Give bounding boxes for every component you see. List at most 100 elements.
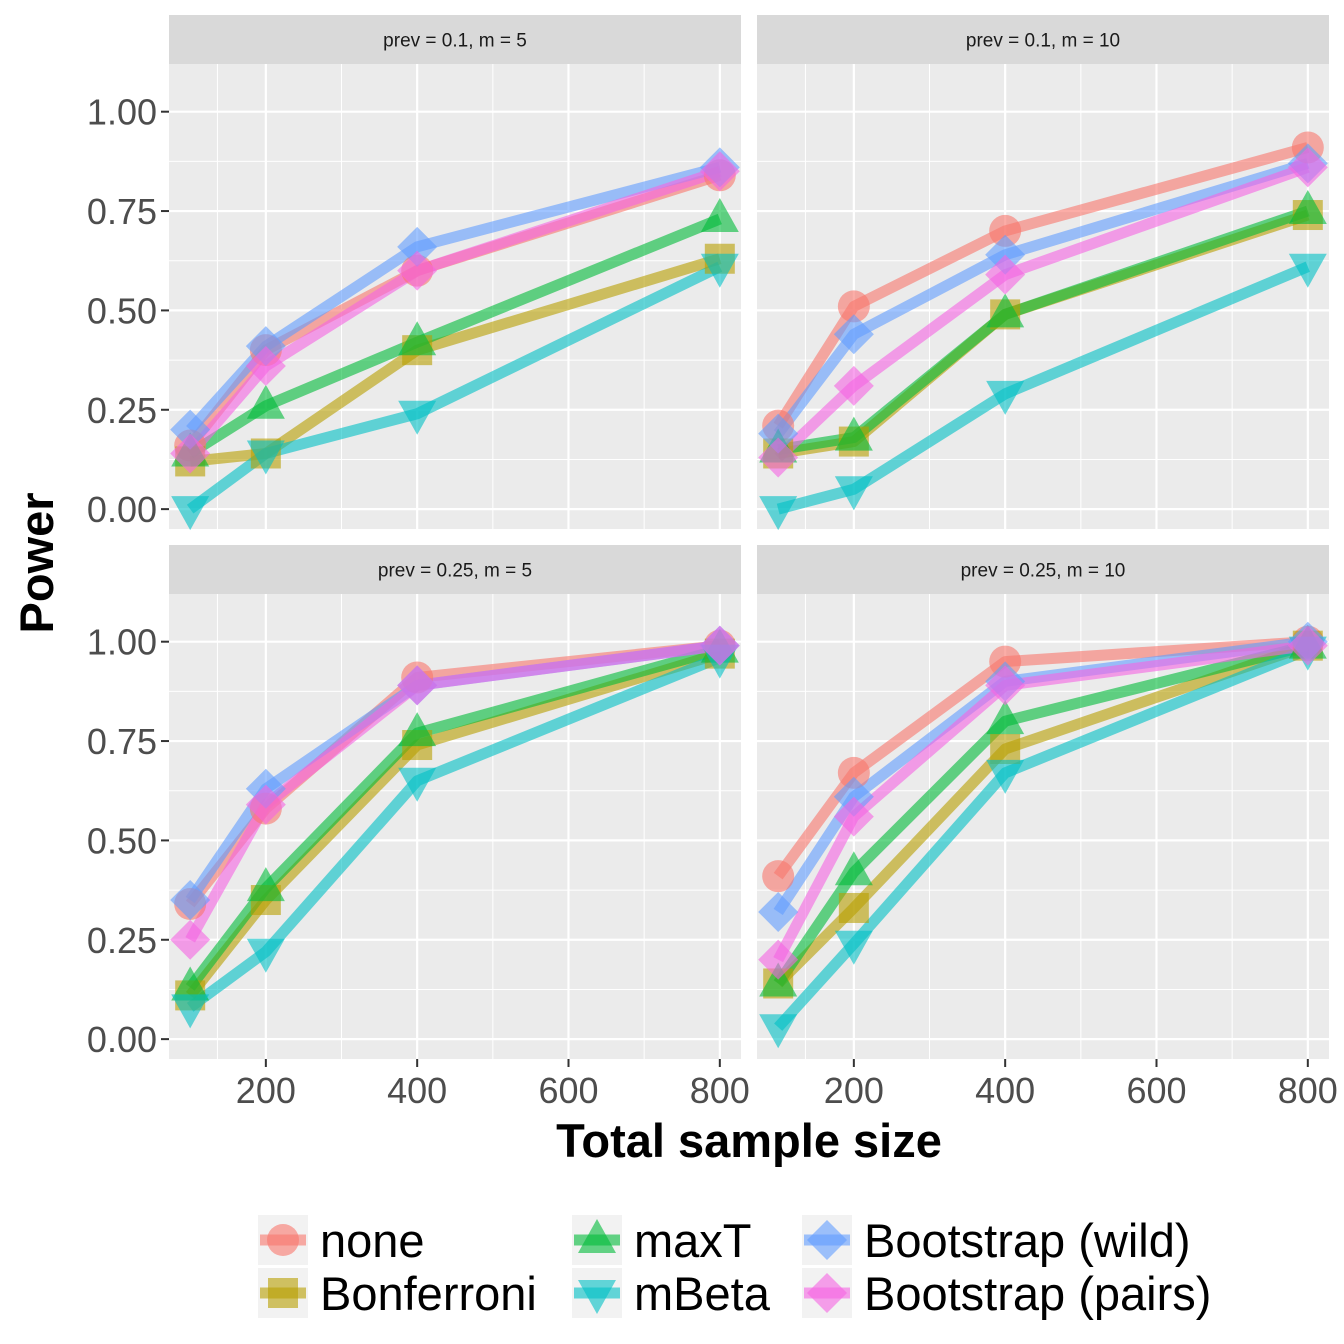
series-line-bonferroni	[185, 648, 722, 999]
point-bootstrap-pairs	[1287, 625, 1328, 666]
panel-strip-label: prev = 0.25, m = 5	[378, 561, 532, 582]
point-bootstrap-wild	[170, 409, 211, 450]
x-axis-title: Total sample size	[556, 1114, 942, 1167]
legend-item-bonferroni: Bonferroni	[258, 1267, 537, 1320]
series-line-mbeta	[774, 644, 1310, 1031]
panel-strip	[169, 15, 741, 64]
point-maxt	[398, 712, 437, 747]
series-line-maxt	[187, 213, 722, 459]
legend-item-bootstrap-wild: Bootstrap (wild)	[802, 1214, 1191, 1267]
legend-key-bonferroni-marker	[268, 1278, 298, 1308]
series-lines	[773, 636, 1310, 1031]
point-bootstrap-pairs	[758, 437, 799, 478]
series-line-bootstrap-pairs	[185, 640, 721, 943]
legend-label: Bonferroni	[320, 1267, 537, 1320]
point-bootstrap-wild	[170, 880, 211, 921]
y-tick-label: 0.25	[87, 920, 157, 961]
point-bootstrap-pairs	[397, 250, 438, 291]
point-bonferroni	[990, 734, 1021, 764]
point-bootstrap-pairs	[397, 665, 438, 706]
series-line-bootstrap-wild	[186, 162, 722, 434]
point-mbeta	[759, 1014, 798, 1049]
series-line-bootstrap-pairs	[774, 162, 1310, 462]
x-tick-label: 800	[1278, 1070, 1338, 1111]
y-axis-title: Power	[10, 492, 63, 633]
series-line-mbeta	[186, 652, 722, 1012]
point-maxt	[834, 851, 873, 886]
series-line-maxt	[185, 644, 722, 991]
point-maxt	[171, 966, 210, 1001]
legend-key-maxt-marker	[578, 1219, 616, 1253]
series-line-bootstrap-pairs	[186, 166, 722, 458]
point-mbeta	[986, 759, 1025, 794]
y-tick-label: 0.75	[87, 721, 157, 762]
point-maxt	[986, 700, 1025, 735]
point-maxt	[246, 384, 285, 419]
point-mbeta	[986, 380, 1025, 415]
x-tick-label: 200	[236, 1070, 296, 1111]
panel-1: prev = 0.1, m = 5	[169, 15, 741, 531]
legend-key-bootstrap-wild-marker	[807, 1220, 847, 1260]
series-line-mbeta	[186, 261, 723, 514]
point-mbeta	[171, 496, 210, 531]
y-tick-label: 0.50	[87, 820, 157, 861]
y-tick-label: 0.00	[87, 489, 157, 530]
panel-strip-label: prev = 0.1, m = 10	[966, 31, 1120, 52]
point-mbeta	[1288, 253, 1327, 288]
legend-key-bootstrap-pairs-marker	[807, 1273, 847, 1313]
point-maxt	[834, 416, 873, 451]
series-points	[170, 147, 740, 531]
point-mbeta	[700, 253, 739, 288]
point-bootstrap-pairs	[758, 939, 799, 980]
series-lines	[185, 640, 722, 1012]
series-line-bootstrap-pairs	[773, 640, 1309, 963]
series-points	[758, 621, 1328, 1049]
x-tick-label: 400	[975, 1070, 1035, 1111]
series-lines	[185, 162, 723, 514]
series-points	[758, 131, 1328, 531]
point-mbeta	[398, 400, 437, 435]
point-bootstrap-wild	[758, 891, 799, 932]
panels-layer: prev = 0.1, m = 5 prev = 0.1, m = 10 prev …	[169, 15, 1329, 1059]
point-mbeta	[246, 938, 285, 973]
x-tick-label: 800	[690, 1070, 750, 1111]
point-maxt	[1288, 190, 1327, 225]
legend-label: maxT	[634, 1214, 752, 1267]
point-maxt	[398, 321, 437, 356]
point-bootstrap-wild	[397, 226, 438, 267]
point-mbeta	[759, 496, 798, 531]
panel-2: prev = 0.1, m = 10	[757, 15, 1329, 531]
point-bootstrap-pairs	[1287, 147, 1328, 188]
x-tick-label: 200	[824, 1070, 884, 1111]
y-tick-label: 1.00	[87, 622, 157, 663]
point-mbeta	[834, 930, 873, 965]
point-bootstrap-pairs	[833, 365, 874, 406]
point-none	[837, 756, 870, 789]
point-bonferroni	[838, 892, 869, 923]
point-maxt	[986, 293, 1025, 328]
series-line-bootstrap-wild	[773, 158, 1310, 437]
legend-item-maxt: maxT	[572, 1214, 752, 1267]
series-points	[170, 625, 740, 1029]
panel-4: prev = 0.25, m = 10	[757, 545, 1329, 1059]
point-bootstrap-pairs	[245, 346, 286, 387]
point-bootstrap-pairs	[699, 625, 740, 666]
point-bootstrap-pairs	[985, 665, 1026, 706]
x-tick-label: 600	[538, 1070, 598, 1111]
panel-strip	[757, 545, 1329, 594]
point-mbeta	[398, 767, 437, 802]
point-bootstrap-pairs	[699, 151, 740, 192]
point-bootstrap-pairs	[245, 784, 286, 825]
legend-key-none-marker	[267, 1224, 299, 1256]
legend-label: Bootstrap (wild)	[864, 1214, 1191, 1267]
point-bootstrap-wild	[833, 314, 874, 355]
panel-strip-label: prev = 0.25, m = 10	[961, 561, 1126, 582]
series-line-none	[773, 142, 1310, 429]
series-line-maxt	[773, 640, 1310, 987]
x-tick-label: 400	[387, 1070, 447, 1111]
x-tick-label: 600	[1126, 1070, 1186, 1111]
panel-strip	[757, 15, 1329, 64]
point-bootstrap-pairs	[170, 433, 211, 474]
